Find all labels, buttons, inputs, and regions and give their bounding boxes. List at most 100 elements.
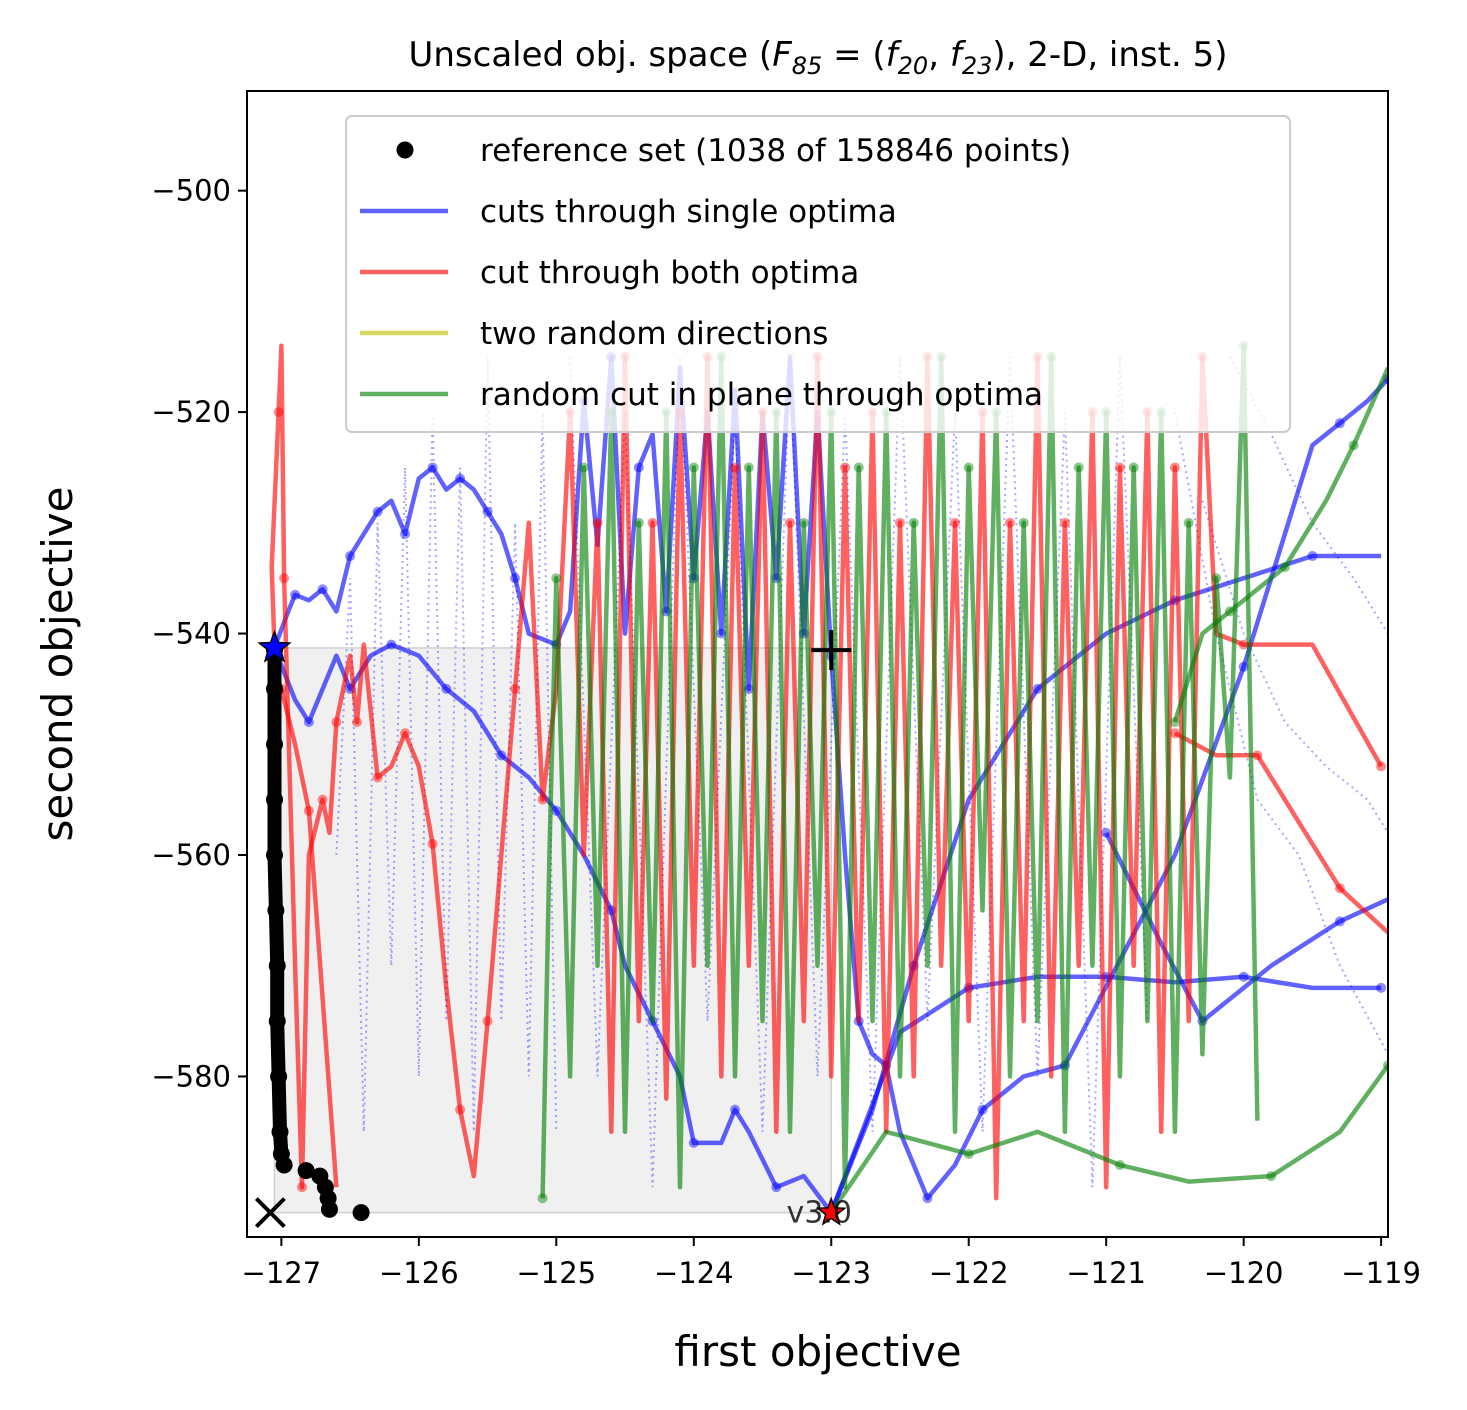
y-axis-label: second objective <box>33 487 82 842</box>
x-tick-label: −125 <box>516 1256 596 1290</box>
dotted-cut-line-2 <box>1173 411 1388 1055</box>
series-2-line-2 <box>1172 366 1388 723</box>
series-0-point <box>1334 418 1345 429</box>
series-1-point <box>317 794 328 805</box>
series-0-point <box>688 1137 699 1148</box>
series-2-point <box>963 1148 974 1159</box>
version-watermark: v3.0 <box>787 1196 852 1231</box>
series-1-point <box>839 462 850 473</box>
y-tick-label: −500 <box>151 174 231 208</box>
series-2-point <box>1073 462 1084 473</box>
chart-title: Unscaled obj. space (F85 = (f20, f23), 2… <box>408 35 1227 80</box>
legend-marker <box>396 141 414 159</box>
reference-set-point <box>265 735 283 753</box>
series-1-point <box>331 717 342 728</box>
dotted-cut-line-1 <box>569 356 1149 1188</box>
series-0-point <box>317 584 328 595</box>
series-0-line-0 <box>272 354 1388 1201</box>
series-1-point <box>1238 639 1249 650</box>
series-2-point <box>1383 1060 1388 1071</box>
nadir-plus-marker <box>811 630 852 671</box>
series-1-point <box>592 517 603 528</box>
x-tick-label: −126 <box>379 1256 459 1290</box>
series-0-point <box>922 1193 933 1204</box>
axes-frame <box>246 90 1389 1238</box>
series-0-point <box>551 805 562 816</box>
x-tick-label: −124 <box>654 1256 734 1290</box>
x-tick-label: −121 <box>1066 1256 1146 1290</box>
series-1-point <box>894 517 905 528</box>
x-tick-label: −123 <box>791 1256 871 1290</box>
series-2-point <box>578 462 589 473</box>
series-1-point <box>400 728 411 739</box>
series-0-point <box>455 473 466 484</box>
series-1-point <box>785 517 796 528</box>
series-0-point <box>496 750 507 761</box>
x-tick-label: −120 <box>1204 1256 1284 1290</box>
series-2-point <box>853 462 864 473</box>
series-1-point <box>279 573 290 584</box>
series-1-point <box>1169 462 1180 473</box>
series-2-line-0 <box>540 343 1260 1199</box>
reference-set-point <box>271 1123 289 1141</box>
series-2-point <box>1169 717 1180 728</box>
series-1-point <box>455 1104 466 1115</box>
series-0-point <box>303 717 314 728</box>
optimum-1-star <box>257 629 292 663</box>
series-0-point <box>977 1104 988 1115</box>
series-1-point <box>1114 462 1125 473</box>
legend-label: cut through both optima <box>480 255 859 291</box>
series-2-point <box>1211 573 1222 584</box>
y-tick-label: −540 <box>151 617 231 651</box>
legend: reference set (1038 of 158846 points) cut… <box>345 115 1291 433</box>
series-2-point <box>537 1193 548 1204</box>
series-0-point <box>482 506 493 517</box>
series-1-point <box>303 805 314 816</box>
series-1-point <box>647 517 658 528</box>
series-1-point <box>1252 750 1263 761</box>
series-2-point <box>688 462 699 473</box>
series-0-point <box>633 462 644 473</box>
series-2-point <box>1348 440 1359 451</box>
series-1-point <box>1004 517 1015 528</box>
reference-set-point <box>352 1204 370 1222</box>
reference-set-point <box>265 791 283 809</box>
series-2-point <box>908 517 919 528</box>
series-0-point <box>1238 661 1249 672</box>
legend-label: random cut in plane through optima <box>480 377 1043 413</box>
series-0-point <box>510 573 521 584</box>
series-1-point <box>1169 728 1180 739</box>
series-1-point <box>510 683 521 694</box>
series-2-point <box>1224 606 1235 617</box>
y-tick-label: −580 <box>151 1059 231 1093</box>
series-2-point <box>551 573 562 584</box>
series-2-point <box>743 462 754 473</box>
series-0-point <box>400 528 411 539</box>
reference-set-point <box>265 680 283 698</box>
dotted-cut-line-4 <box>1229 356 1388 635</box>
plot-area: v3.0 <box>254 340 1388 1231</box>
reference-set-point <box>270 1067 288 1085</box>
series-2-point <box>1018 517 1029 528</box>
series-2-point <box>1266 1171 1277 1182</box>
series-0-point <box>730 1104 741 1115</box>
x-tick-label: −127 <box>242 1256 322 1290</box>
series-2-point <box>1128 462 1139 473</box>
series-1-point <box>351 717 362 728</box>
series-0-point <box>1101 827 1112 838</box>
series-1-point <box>372 772 383 783</box>
series-0-line-2 <box>829 553 1382 1214</box>
series-1-point <box>730 462 741 473</box>
series-2-point <box>1183 517 1194 528</box>
series-0-point <box>290 589 301 600</box>
series-2-point <box>963 462 974 473</box>
reference-set-point <box>265 846 283 864</box>
series-0-point <box>716 628 727 639</box>
legend-label: two random directions <box>480 316 828 352</box>
series-1-point <box>427 838 438 849</box>
series-0-point <box>441 683 452 694</box>
series-0-point <box>1376 982 1387 993</box>
series-1-line-1 <box>279 688 339 1188</box>
legend-label: reference set (1038 of 158846 points) <box>480 133 1071 169</box>
series-0-point <box>427 462 438 473</box>
